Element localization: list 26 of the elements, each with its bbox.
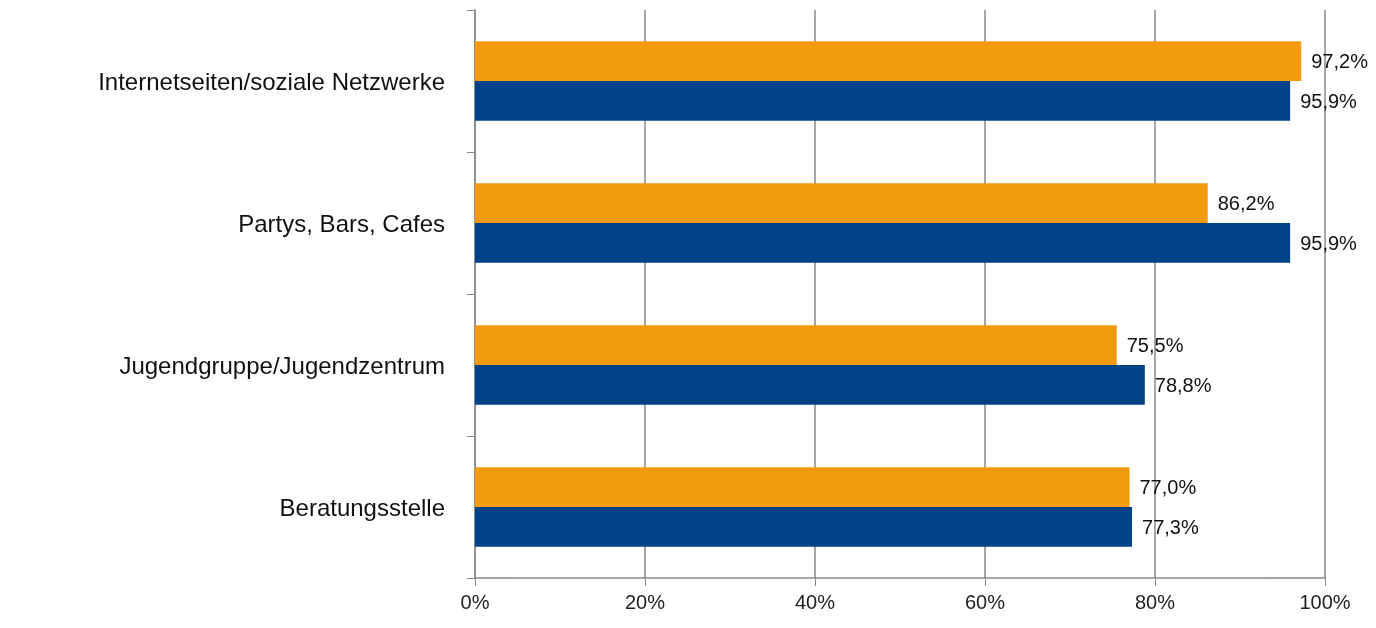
y-tick-label: Jugendgruppe/Jugendzentrum [119, 351, 445, 379]
x-tick-label: 100% [1299, 591, 1351, 613]
data-label: 86,2% [1217, 192, 1275, 215]
x-tick-label: 80% [1134, 591, 1176, 613]
x-tick-label: 60% [964, 591, 1006, 613]
x-tick-label: 0% [460, 591, 490, 613]
y-tick-label: Internetseiten/soziale Netzwerke [98, 67, 445, 95]
x-tick-label: 20% [624, 591, 666, 613]
bar [475, 223, 1291, 263]
bar [475, 365, 1145, 405]
bar [475, 507, 1133, 547]
data-label: 95,9% [1300, 231, 1358, 254]
bar [475, 81, 1291, 121]
data-label: 75,5% [1126, 334, 1184, 357]
y-tick-label: Beratungsstelle [279, 493, 445, 521]
data-label: 78,8% [1154, 373, 1212, 396]
y-tick-label: Partys, Bars, Cafes [238, 209, 445, 237]
bar [475, 325, 1117, 365]
data-label: 77,3% [1142, 515, 1199, 538]
data-label: 95,9% [1300, 89, 1358, 112]
x-tick-label: 40% [794, 591, 836, 613]
data-label: 97,2% [1311, 50, 1369, 73]
bar [475, 467, 1130, 507]
bar [475, 183, 1208, 223]
data-label: 77,0% [1139, 476, 1197, 499]
bar [475, 41, 1302, 81]
